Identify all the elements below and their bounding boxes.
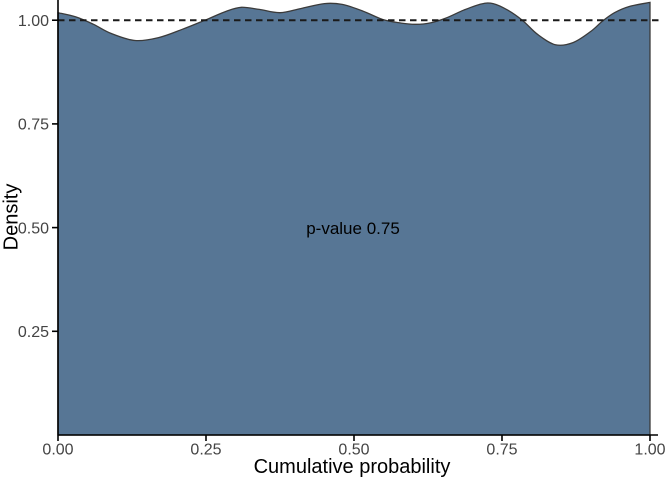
y-tick-label: 0.75 [18,117,49,134]
x-tick-label: 0.50 [338,442,369,459]
x-axis-title: Cumulative probability [253,456,451,478]
density-area [57,1,651,436]
y-tick-label: 0.50 [18,220,49,237]
y-tick-label: 0.25 [18,324,49,341]
x-tick-label: 0.75 [486,442,517,459]
x-tick-label: 0.00 [42,442,73,459]
x-tick-label: 1.00 [634,442,665,459]
y-tick-label: 1.00 [18,13,49,30]
y-axis-title: Density [0,183,23,251]
x-tick-label: 0.25 [190,442,221,459]
pvalue-annotation: p-value 0.75 [306,219,400,238]
